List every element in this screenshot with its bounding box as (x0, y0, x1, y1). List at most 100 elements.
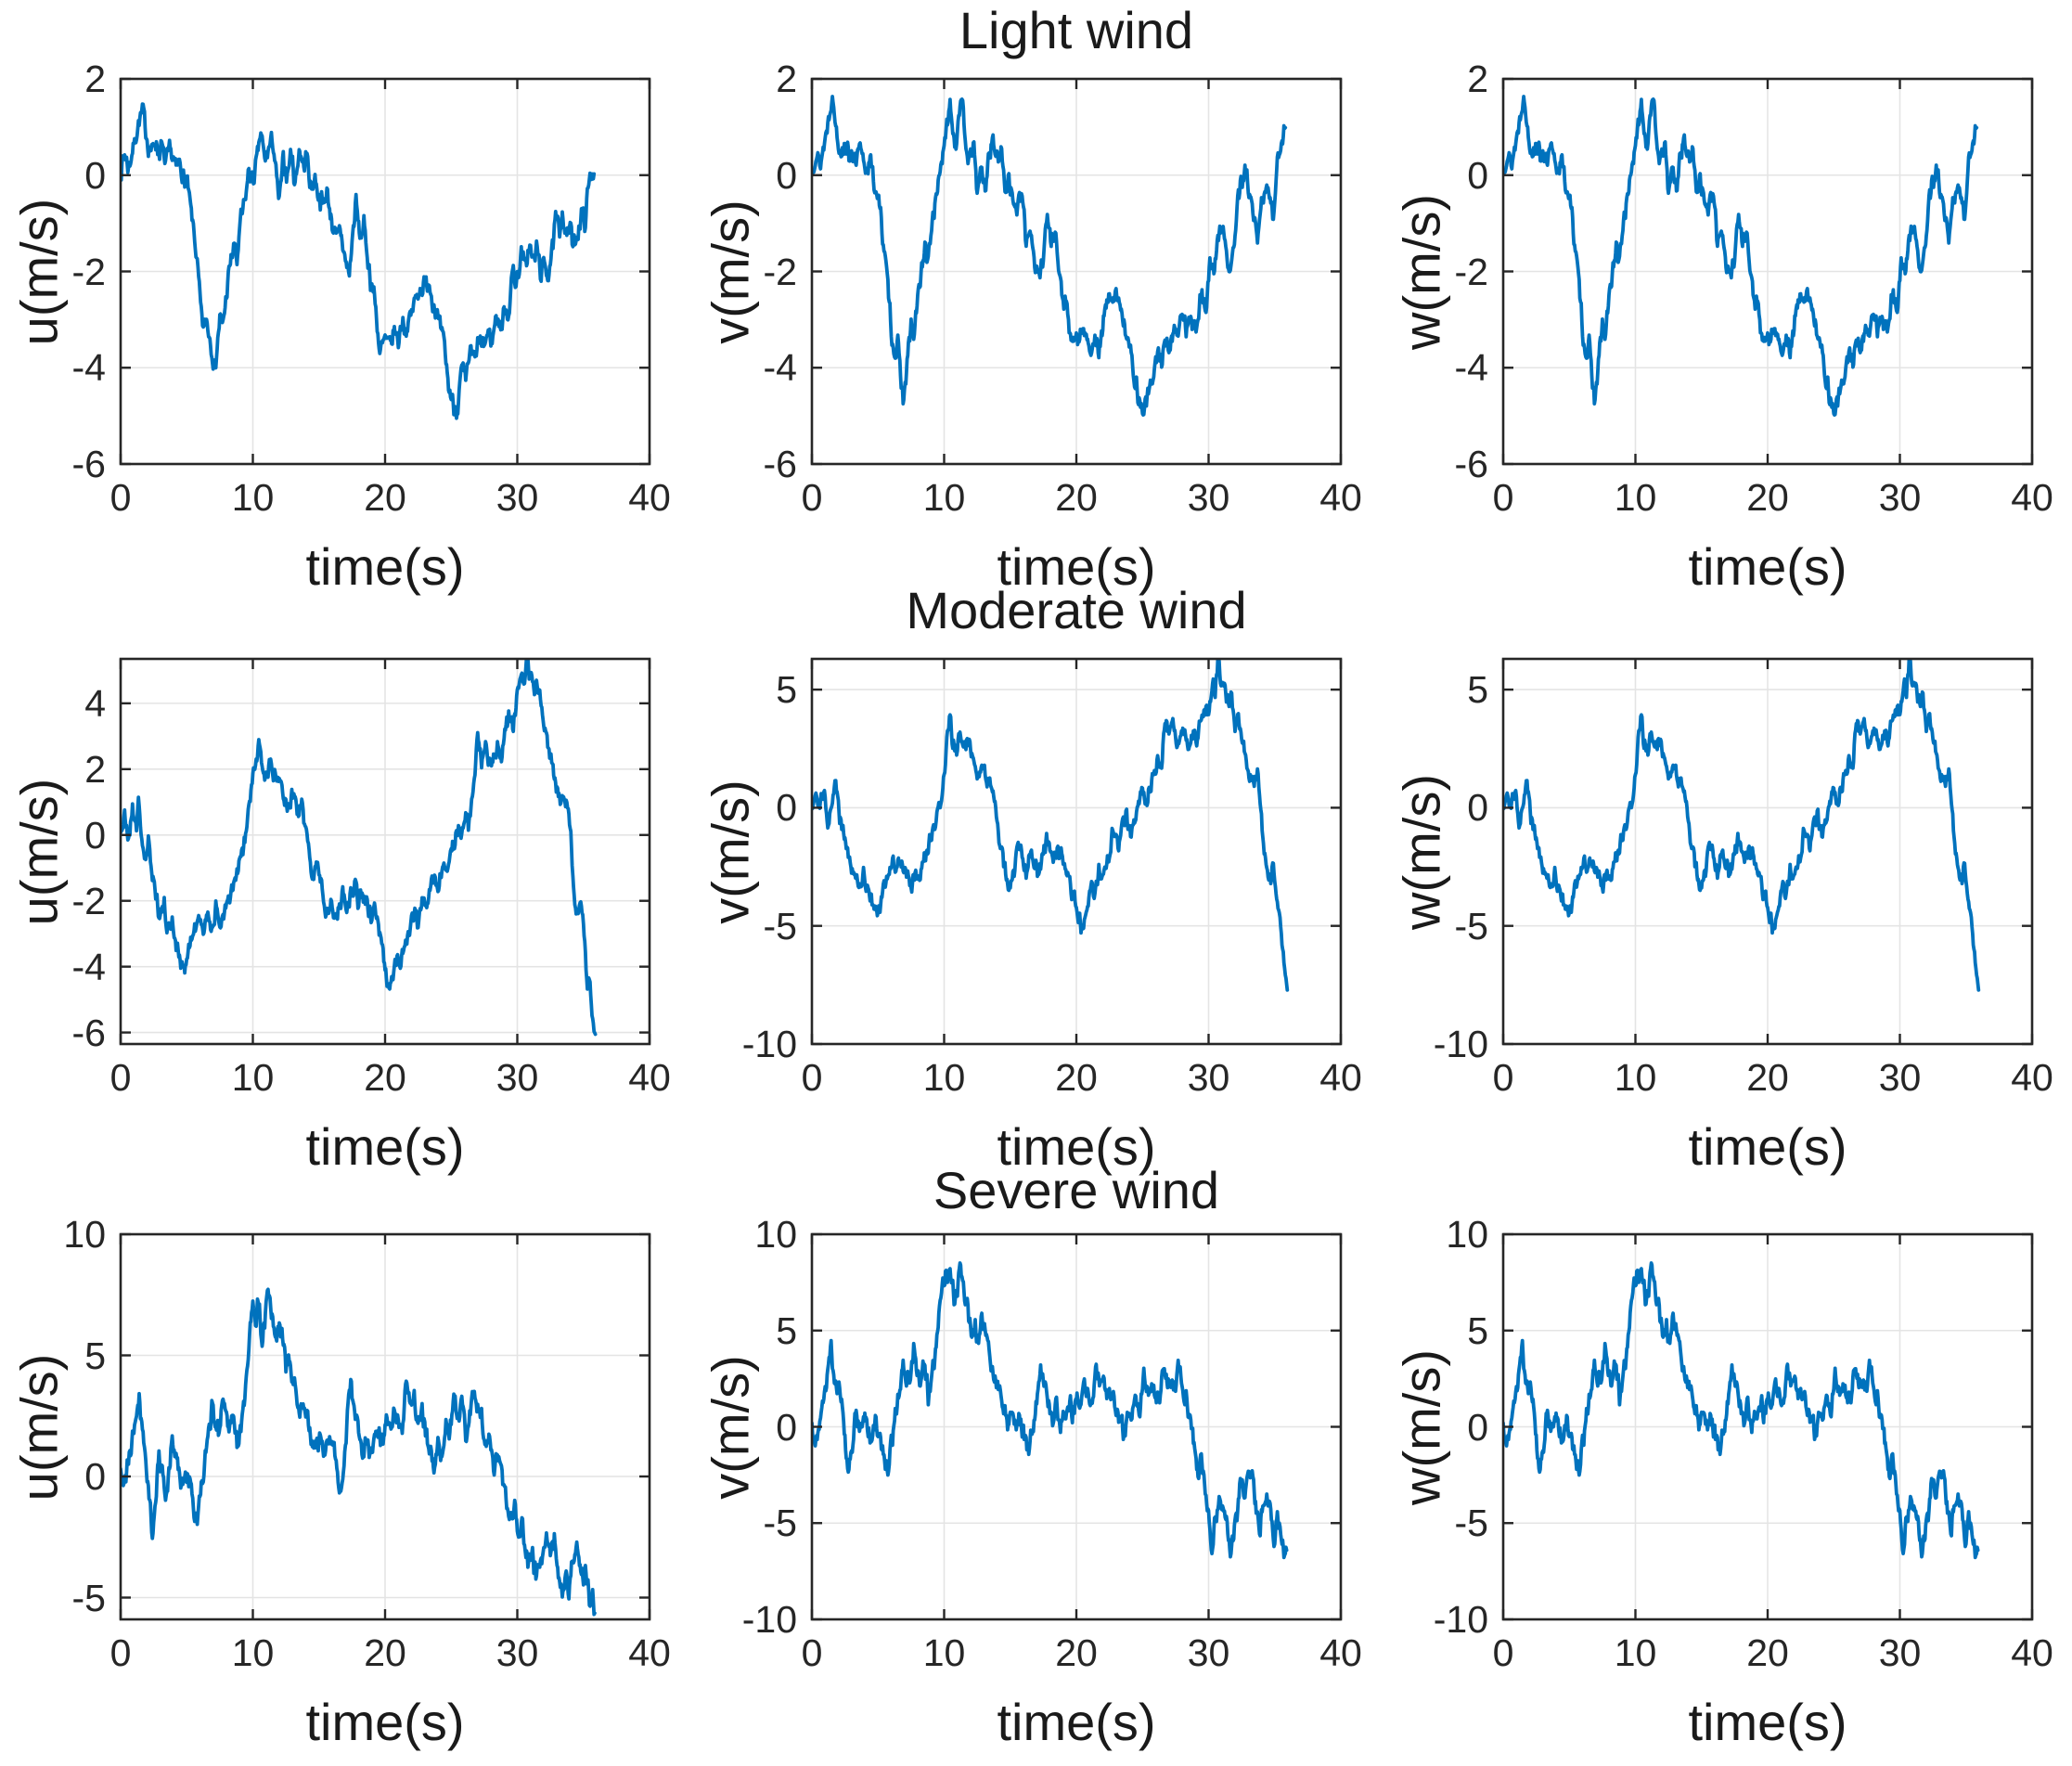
y-tick-label: 2 (84, 58, 106, 100)
axes-plot-severe-v (810, 1232, 1343, 1621)
y-axis-label: u(m/s) (9, 778, 69, 925)
y-tick-label: -6 (71, 1011, 106, 1054)
axes-plot-severe-w (1501, 1232, 2034, 1621)
x-tick-label: 10 (922, 476, 966, 519)
row-title-light-wind: Light wind (959, 1, 1194, 59)
row-title-severe-wind: Severe wind (933, 1161, 1220, 1219)
x-tick-label: 30 (495, 1056, 539, 1099)
x-tick-label: 20 (1746, 1631, 1789, 1674)
x-tick-label: 20 (1055, 1056, 1098, 1099)
x-tick-label: 30 (495, 476, 539, 519)
y-tick-label: -5 (1454, 904, 1488, 947)
x-tick-label: 0 (109, 476, 132, 519)
y-tick-label: 10 (754, 1213, 797, 1256)
x-tick-label: 30 (495, 1631, 539, 1674)
y-tick-label: -2 (71, 250, 106, 293)
signal-line (121, 102, 597, 420)
x-axis-label: time(s) (1688, 1117, 1847, 1176)
x-tick-label: 0 (1492, 476, 1514, 519)
y-tick-label: 5 (776, 668, 797, 712)
y-tick-label: 10 (1446, 1213, 1488, 1256)
y-tick-label: 5 (776, 1308, 797, 1352)
x-tick-label: 10 (922, 1056, 966, 1099)
y-tick-label: 0 (776, 1405, 797, 1449)
row-title-moderate-wind: Moderate wind (906, 581, 1247, 639)
y-tick-label: 4 (84, 681, 106, 725)
y-tick-label: 5 (1467, 1308, 1488, 1352)
y-tick-label: 0 (1467, 1405, 1488, 1449)
x-tick-label: 30 (1187, 1056, 1230, 1099)
x-tick-label: 40 (2011, 1631, 2053, 1674)
y-tick-label: 0 (1467, 786, 1488, 830)
y-tick-label: -5 (763, 904, 797, 947)
y-axis-label: u(m/s) (9, 1353, 69, 1501)
x-tick-label: 40 (628, 1056, 671, 1099)
y-tick-label: -6 (1454, 443, 1488, 485)
axes-plot-severe-u (119, 1232, 651, 1621)
x-axis-label: time(s) (305, 1117, 465, 1176)
y-tick-label: -10 (741, 1023, 797, 1065)
x-axis-label: time(s) (997, 1693, 1156, 1751)
x-tick-label: 40 (628, 476, 671, 519)
axes-plot-light-v (810, 77, 1343, 466)
x-tick-label: 0 (801, 1056, 823, 1099)
x-tick-label: 40 (2011, 476, 2053, 519)
x-tick-label: 20 (1746, 476, 1789, 519)
y-tick-label: -6 (763, 443, 797, 485)
y-tick-label: -5 (1454, 1502, 1488, 1545)
x-tick-label: 30 (1187, 1631, 1230, 1674)
y-tick-label: 5 (84, 1334, 106, 1377)
x-tick-label: 20 (364, 476, 406, 519)
x-axis-label: time(s) (997, 537, 1156, 596)
y-tick-label: -2 (71, 879, 106, 922)
y-tick-label: -2 (763, 250, 797, 293)
signal-line (121, 659, 598, 1037)
y-tick-label: -4 (71, 945, 106, 988)
x-axis-label: time(s) (305, 1693, 465, 1751)
x-tick-label: 40 (628, 1631, 671, 1674)
axes-plot-moderate-u (119, 657, 651, 1046)
x-tick-label: 10 (231, 1631, 275, 1674)
x-axis-label: time(s) (1688, 1693, 1847, 1751)
signal-line (1503, 95, 1979, 417)
y-tick-label: 2 (1467, 58, 1488, 100)
x-tick-label: 30 (1878, 1056, 1922, 1099)
y-axis-label: v(m/s) (701, 779, 760, 924)
x-tick-label: 10 (922, 1631, 966, 1674)
x-tick-label: 20 (1746, 1056, 1789, 1099)
y-tick-label: 0 (84, 1455, 106, 1498)
x-tick-label: 10 (1614, 1056, 1657, 1099)
x-tick-label: 0 (109, 1056, 132, 1099)
x-tick-label: 30 (1878, 476, 1922, 519)
x-tick-label: 40 (1319, 1056, 1362, 1099)
signal-line (1503, 1261, 1980, 1560)
axes-plot-moderate-v (810, 657, 1343, 1046)
y-tick-label: -2 (1454, 250, 1488, 293)
signal-line (1503, 659, 1981, 992)
y-tick-label: -10 (1433, 1598, 1488, 1641)
y-axis-label: w(m/s) (1392, 773, 1451, 930)
x-tick-label: 20 (364, 1631, 406, 1674)
y-tick-label: 0 (776, 786, 797, 830)
y-tick-label: -6 (71, 443, 106, 485)
x-tick-label: 10 (231, 1056, 275, 1099)
axes-plot-moderate-w (1501, 657, 2034, 1046)
x-tick-label: 40 (1319, 1631, 1362, 1674)
y-tick-label: 0 (776, 153, 797, 197)
x-tick-label: 20 (364, 1056, 406, 1099)
signal-line (812, 95, 1288, 417)
y-tick-label: 10 (63, 1213, 106, 1256)
x-tick-label: 40 (2011, 1056, 2053, 1099)
x-tick-label: 0 (109, 1631, 132, 1674)
signal-line (812, 659, 1290, 992)
y-axis-label: v(m/s) (701, 199, 760, 344)
x-tick-label: 10 (1614, 476, 1657, 519)
signal-line (812, 1261, 1289, 1560)
x-tick-label: 0 (801, 476, 823, 519)
y-tick-label: -4 (763, 346, 797, 390)
y-axis-label: w(m/s) (1392, 1348, 1451, 1505)
x-axis-label: time(s) (305, 537, 465, 596)
x-tick-label: 10 (231, 476, 275, 519)
y-axis-label: u(m/s) (9, 198, 69, 345)
